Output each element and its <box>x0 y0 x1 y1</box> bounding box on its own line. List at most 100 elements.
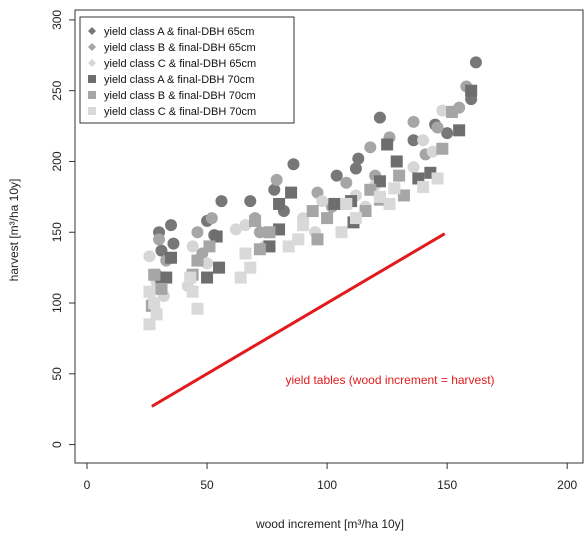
y-tick-label-0: 0 <box>50 441 64 448</box>
point-s3-6 <box>273 197 286 210</box>
point-s5-9 <box>239 247 252 260</box>
point-s5-19 <box>417 180 430 193</box>
reference-line-label: yield tables (wood increment = harvest) <box>285 373 494 387</box>
point-s4-1 <box>155 282 168 295</box>
legend-label-2: yield class C & final-DBH 65cm <box>104 58 256 70</box>
point-s0-20 <box>469 56 482 69</box>
legend-label-1: yield class B & final-DBH 65cm <box>104 42 256 54</box>
point-s3-15 <box>373 175 386 188</box>
point-s3-10 <box>328 197 341 210</box>
point-s5-2 <box>150 308 163 321</box>
legend-box <box>79 16 295 124</box>
x-axis-title: wood increment [m³/ha 10y] <box>255 517 404 531</box>
point-s4-18 <box>445 105 458 118</box>
axis-ticks: 0 50 100 150 200 0 50 100 150 200 250 300 <box>50 10 578 492</box>
point-s0-11 <box>330 169 343 182</box>
point-s1-15 <box>407 115 420 128</box>
y-tick-label-4: 200 <box>50 151 64 171</box>
point-s3-4 <box>213 261 226 274</box>
point-s0-12 <box>352 152 365 165</box>
point-s2-19 <box>436 104 449 117</box>
plot-frame <box>74 9 584 464</box>
x-tick-label-4: 200 <box>557 478 577 492</box>
point-s3-19 <box>465 84 478 97</box>
point-s3-18 <box>453 124 466 137</box>
point-s0-15 <box>407 134 420 147</box>
legend-label-3: yield class A & final-DBH 70cm <box>104 74 254 86</box>
point-s1-8 <box>253 226 266 239</box>
point-s5-16 <box>373 190 386 203</box>
point-s4-17 <box>436 142 449 155</box>
point-s1-17 <box>431 121 444 134</box>
point-s4-9 <box>306 205 319 218</box>
point-s5-0 <box>143 318 156 331</box>
x-tick-label-1: 50 <box>200 478 214 492</box>
point-s5-17 <box>388 182 401 195</box>
point-s2-7 <box>239 219 252 232</box>
point-s1-7 <box>270 173 283 186</box>
legend: yield class A & final-DBH 65cm yield clas… <box>79 16 295 124</box>
point-s2-4 <box>186 240 199 253</box>
legend-label-4: yield class B & final-DBH 70cm <box>104 90 256 102</box>
point-s2-11 <box>316 195 329 208</box>
y-tick-label-5: 250 <box>50 80 64 100</box>
point-s0-18 <box>441 127 454 140</box>
point-s0-13 <box>373 111 386 124</box>
legend-marker-3 <box>88 75 96 83</box>
point-s4-15 <box>393 169 406 182</box>
point-s5-14 <box>349 212 362 225</box>
point-s3-0 <box>165 251 178 264</box>
y-tick-label-2: 100 <box>50 293 64 313</box>
point-s5-8 <box>244 261 257 274</box>
point-s5-18 <box>383 197 396 210</box>
y-tick-label-6: 300 <box>50 10 64 30</box>
y-axis-title: harvest [m³/ha 10y] <box>7 179 21 282</box>
point-s0-8 <box>268 183 281 196</box>
point-s4-14 <box>359 205 372 218</box>
point-s5-6 <box>184 271 197 284</box>
legend-marker-0 <box>88 27 96 35</box>
point-s0-2 <box>155 244 168 257</box>
point-s5-12 <box>292 233 305 246</box>
point-s0-14 <box>349 162 362 175</box>
point-s5-10 <box>282 240 295 253</box>
reference-line <box>151 232 446 408</box>
point-s2-16 <box>407 161 420 174</box>
point-s4-7 <box>263 226 276 239</box>
point-s4-16 <box>397 189 410 202</box>
legend-label-0: yield class A & final-DBH 65cm <box>104 26 254 38</box>
point-s5-11 <box>297 219 310 232</box>
point-s5-13 <box>340 197 353 210</box>
point-s4-3 <box>191 254 204 267</box>
point-s3-8 <box>263 240 276 253</box>
point-s5-3 <box>143 285 156 298</box>
point-s1-3 <box>191 226 204 239</box>
point-s2-0 <box>143 250 156 263</box>
point-s0-1 <box>165 219 178 232</box>
reference-line-group <box>151 232 446 408</box>
point-s2-18 <box>417 134 430 147</box>
point-s1-4 <box>205 212 218 225</box>
legend-marker-1 <box>88 43 96 51</box>
point-s2-17 <box>426 145 439 158</box>
legend-marker-5 <box>88 107 96 115</box>
point-s5-20 <box>431 172 444 185</box>
legend-marker-4 <box>88 91 96 99</box>
point-s0-7 <box>244 195 257 208</box>
point-s2-5 <box>201 257 214 270</box>
point-s4-0 <box>148 268 161 281</box>
point-s5-15 <box>335 226 348 239</box>
point-s2-9 <box>229 223 242 236</box>
legend-marker-2 <box>88 59 96 67</box>
point-s3-14 <box>390 155 403 168</box>
point-s3-9 <box>273 223 286 236</box>
point-s4-6 <box>249 214 262 227</box>
y-tick-label-3: 150 <box>50 222 64 242</box>
point-s3-3 <box>210 230 223 243</box>
point-s4-4 <box>203 240 216 253</box>
legend-label-5: yield class C & final-DBH 70cm <box>104 106 256 118</box>
point-s5-1 <box>148 297 161 310</box>
data-points <box>143 56 482 331</box>
point-s1-12 <box>364 141 377 154</box>
